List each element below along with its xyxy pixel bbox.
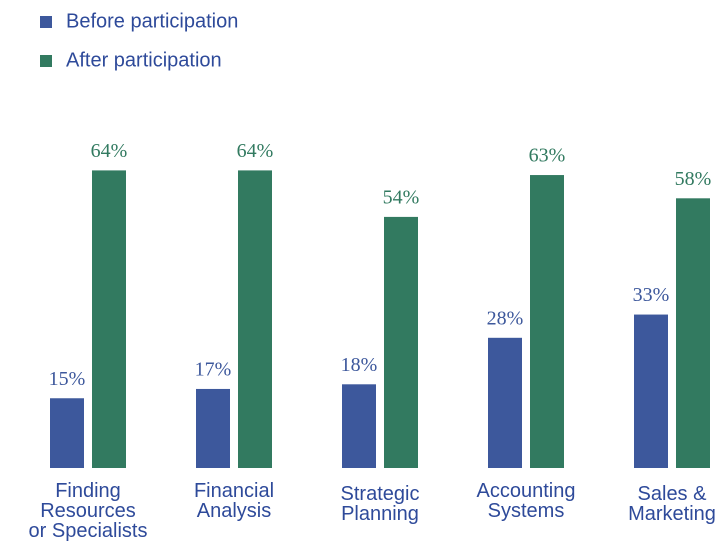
bar (238, 170, 272, 468)
value-label: 63% (529, 145, 566, 167)
bar (530, 175, 564, 469)
x-tick-label: Sales & Marketing (628, 483, 716, 525)
bar (92, 170, 126, 468)
bar (488, 337, 522, 468)
bar (676, 198, 710, 469)
value-label: 15% (49, 368, 86, 390)
bar (342, 384, 376, 468)
legend-label: Before participation (66, 10, 238, 32)
value-label: 64% (237, 140, 274, 162)
legend-label: After participation (66, 49, 222, 71)
bar (196, 388, 230, 468)
bar (50, 398, 84, 468)
x-tick-label: Finding Resources or Specialists (28, 480, 148, 542)
value-label: 17% (195, 359, 232, 381)
x-tick-label: Financial Analysis (193, 480, 275, 522)
value-label: 28% (487, 307, 524, 329)
bar (384, 216, 418, 468)
legend-swatch (40, 16, 52, 28)
x-tick-label: Strategic Planning (340, 483, 420, 525)
value-label: 64% (91, 140, 128, 162)
bar (634, 314, 668, 468)
value-label: 54% (383, 186, 420, 208)
value-label: 33% (633, 284, 670, 306)
value-label: 58% (675, 168, 712, 190)
value-label: 18% (341, 354, 378, 376)
x-tick-label: Accounting Systems (476, 480, 576, 522)
legend-swatch (40, 55, 52, 67)
